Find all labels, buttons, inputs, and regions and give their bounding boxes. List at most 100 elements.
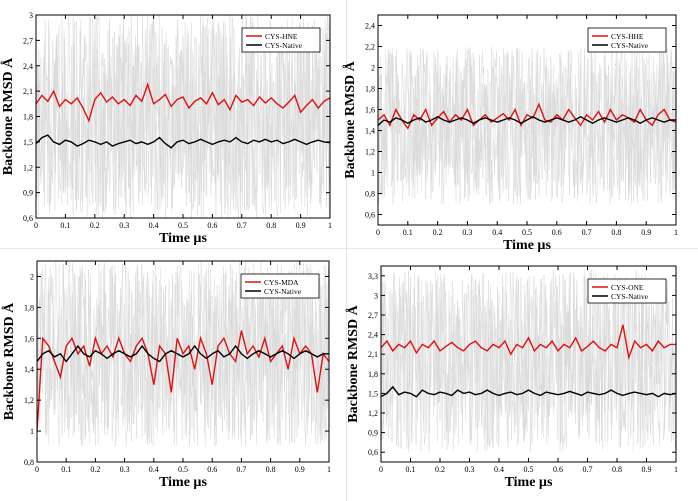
legend-label: CYS-Native: [264, 287, 302, 296]
chart-panel-top-right: 0 0.1 0.2 0.3 0.4 0.5 0.6 0.7 0.8 0.9 1 0,6 0,8 1 1,2 1…: [342, 14, 678, 253]
x-tick-label: 0.3: [465, 465, 475, 474]
series-line-cys-mda: [37, 330, 329, 432]
x-tick-label: 0.9: [296, 221, 306, 230]
y-tick-label: 2,7: [368, 311, 378, 320]
legend-label: CYS-HNE: [265, 32, 298, 41]
x-tick-label: 0.2: [435, 465, 445, 474]
y-tick-label: 1: [371, 169, 375, 178]
y-tick-label: 2,4: [365, 22, 375, 31]
x-axis-label: Time µs: [505, 475, 553, 490]
y-axis-label: Backbone RMSD Å: [0, 57, 16, 175]
x-tick-label: 0.8: [266, 465, 276, 474]
y-tick-label: 0,8: [365, 190, 375, 199]
y-tick-label: 2,7: [23, 36, 33, 45]
y-tick-label: 1,8: [368, 370, 378, 379]
noise-trace: [37, 261, 329, 447]
x-tick-label: 0.8: [266, 221, 276, 230]
x-tick-label: 0.5: [178, 221, 188, 230]
y-tick-label: 2: [30, 272, 34, 281]
y-tick-label: 1,5: [23, 138, 33, 147]
chart-panel-bottom-left: 0 0.1 0.2 0.3 0.4 0.5 0.6 0.7 0.8 0.9 1 0,8 1 1,2 1,4 1…: [1, 260, 331, 490]
legend-label: CYS-HHE: [611, 32, 644, 41]
y-tick-label: 1,2: [368, 409, 378, 418]
x-tick-label: 0.8: [612, 465, 622, 474]
x-tick-label: 0: [376, 228, 380, 237]
x-tick-label: 0.7: [237, 221, 247, 230]
y-tick-label: 0,6: [23, 214, 33, 223]
x-tick-label: 0.3: [462, 228, 472, 237]
x-axis-label: Time µs: [159, 231, 207, 246]
x-tick-label: 0.1: [403, 228, 413, 237]
chart-panel-top-left: 0 0.1 0.2 0.3 0.4 0.5 0.6 0.7 0.8 0.9 1 0,6 0,9 1,2 1,…: [0, 11, 332, 246]
x-tick-label: 0.7: [236, 465, 246, 474]
y-axis-label: Backbone RMSD Å: [342, 60, 358, 178]
series-line-cys-hne: [36, 82, 330, 123]
x-axis-label: Time µs: [503, 238, 551, 253]
legend-label: CYS-Native: [611, 41, 649, 50]
y-tick-label: 1,2: [365, 148, 375, 157]
x-tick-label: 1: [327, 465, 331, 474]
x-tick-label: 0.2: [90, 465, 100, 474]
y-tick-label: 1,6: [24, 334, 34, 343]
panel-separator-horizontal: [0, 248, 698, 249]
x-tick-label: 0.1: [60, 221, 70, 230]
x-tick-label: 0.3: [120, 465, 130, 474]
legend-box: [240, 273, 320, 299]
legend-label: CYS-Native: [265, 41, 303, 50]
y-axis-label: Backbone RMSD Å: [345, 304, 361, 422]
y-tick-label: 2,1: [368, 350, 378, 359]
series-line-cys-native: [378, 116, 676, 126]
x-tick-label: 0.5: [524, 465, 534, 474]
y-tick-label: 1,4: [365, 127, 375, 136]
series-line-cys-one: [381, 324, 676, 361]
series-line-cys-native: [37, 344, 329, 363]
y-tick-label: 1,8: [24, 303, 34, 312]
x-tick-label: 0.8: [611, 228, 621, 237]
legend-label: CYS-MDA: [264, 278, 299, 287]
x-tick-label: 0.1: [406, 465, 416, 474]
x-tick-label: 0.6: [207, 221, 217, 230]
y-tick-label: 2: [371, 64, 375, 73]
y-tick-label: 1,6: [365, 106, 375, 115]
x-tick-label: 0.9: [295, 465, 305, 474]
noise-trace: [378, 47, 676, 205]
x-tick-label: 0.4: [149, 465, 159, 474]
x-tick-label: 0.6: [553, 465, 563, 474]
x-tick-label: 1: [674, 228, 678, 237]
x-tick-label: 0.2: [433, 228, 443, 237]
y-tick-label: 2,4: [368, 331, 378, 340]
legend-box: [241, 27, 321, 53]
x-tick-label: 0.3: [119, 221, 129, 230]
y-tick-label: 2,2: [365, 43, 375, 52]
noise-trace: [381, 269, 676, 452]
chart-panel-bottom-right: 0 0.1 0.2 0.3 0.4 0.5 0.6 0.7 0.8 0.9 1 0,6 0,9 1,2 1,…: [345, 265, 678, 490]
x-tick-label: 0: [379, 465, 383, 474]
legend-label: CYS-ONE: [611, 283, 644, 292]
y-tick-label: 2,1: [23, 87, 33, 96]
y-tick-label: 0,6: [368, 448, 378, 457]
x-axis-label: Time µs: [159, 475, 207, 490]
legend-box: [587, 27, 667, 53]
legend-label: CYS-Native: [611, 292, 649, 301]
y-tick-label: 1,8: [23, 113, 33, 122]
y-axis-label: Backbone RMSD Å: [1, 302, 17, 420]
x-tick-label: 0: [35, 465, 39, 474]
panel-separator-vertical: [346, 0, 347, 501]
legend-box: [587, 278, 667, 304]
x-tick-label: 0.5: [522, 228, 532, 237]
y-tick-label: 0,8: [24, 458, 34, 467]
x-tick-label: 0.6: [207, 465, 217, 474]
noise-trace: [36, 15, 330, 218]
y-tick-label: 1,2: [24, 396, 34, 405]
x-tick-label: 0.7: [583, 465, 593, 474]
x-tick-label: 0.4: [494, 465, 504, 474]
series-line-cys-hhe: [378, 102, 676, 130]
x-tick-label: 0.4: [149, 221, 159, 230]
x-tick-label: 1: [328, 221, 332, 230]
x-tick-label: 0.4: [492, 228, 502, 237]
y-tick-label: 1: [30, 427, 34, 436]
x-tick-label: 1: [674, 465, 678, 474]
